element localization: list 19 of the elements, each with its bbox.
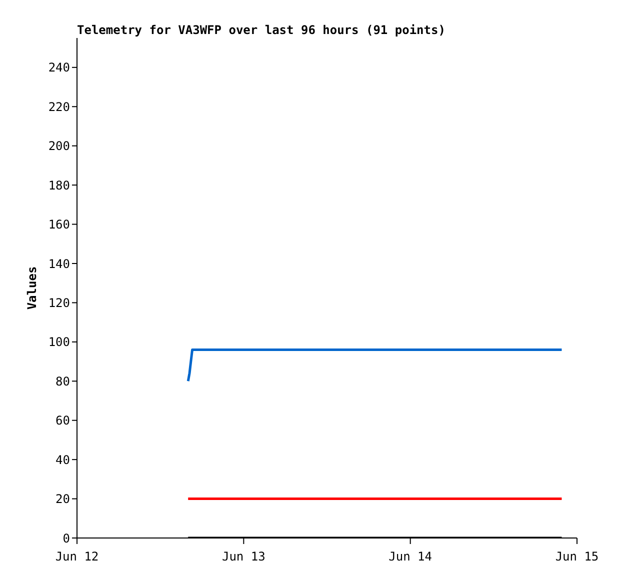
y-tick-label: 200: [48, 139, 70, 154]
y-tick-label: 80: [56, 374, 70, 388]
y-tick-label: 220: [48, 100, 70, 114]
y-tick-label: 40: [56, 452, 70, 467]
y-tick-label: 140: [48, 256, 70, 271]
y-axis-title: Values: [25, 266, 39, 310]
x-tick-label: Jun 12: [55, 550, 99, 564]
y-tick-label: 0: [62, 531, 70, 546]
x-tick-label: Jun 13: [222, 550, 266, 564]
y-tick-label: 100: [48, 335, 70, 350]
y-tick-label: 120: [48, 296, 70, 310]
x-tick-label: Jun 15: [555, 550, 599, 564]
y-tick-label: 20: [56, 492, 70, 506]
y-tick-label: 240: [48, 60, 70, 75]
x-tick-label: Jun 14: [388, 550, 432, 564]
y-tick-label: 180: [48, 178, 70, 192]
y-tick-label: 160: [48, 218, 70, 232]
y-tick-label: 60: [56, 414, 70, 428]
chart-title: Telemetry for VA3WFP over last 96 hours (91 points): [77, 23, 446, 37]
